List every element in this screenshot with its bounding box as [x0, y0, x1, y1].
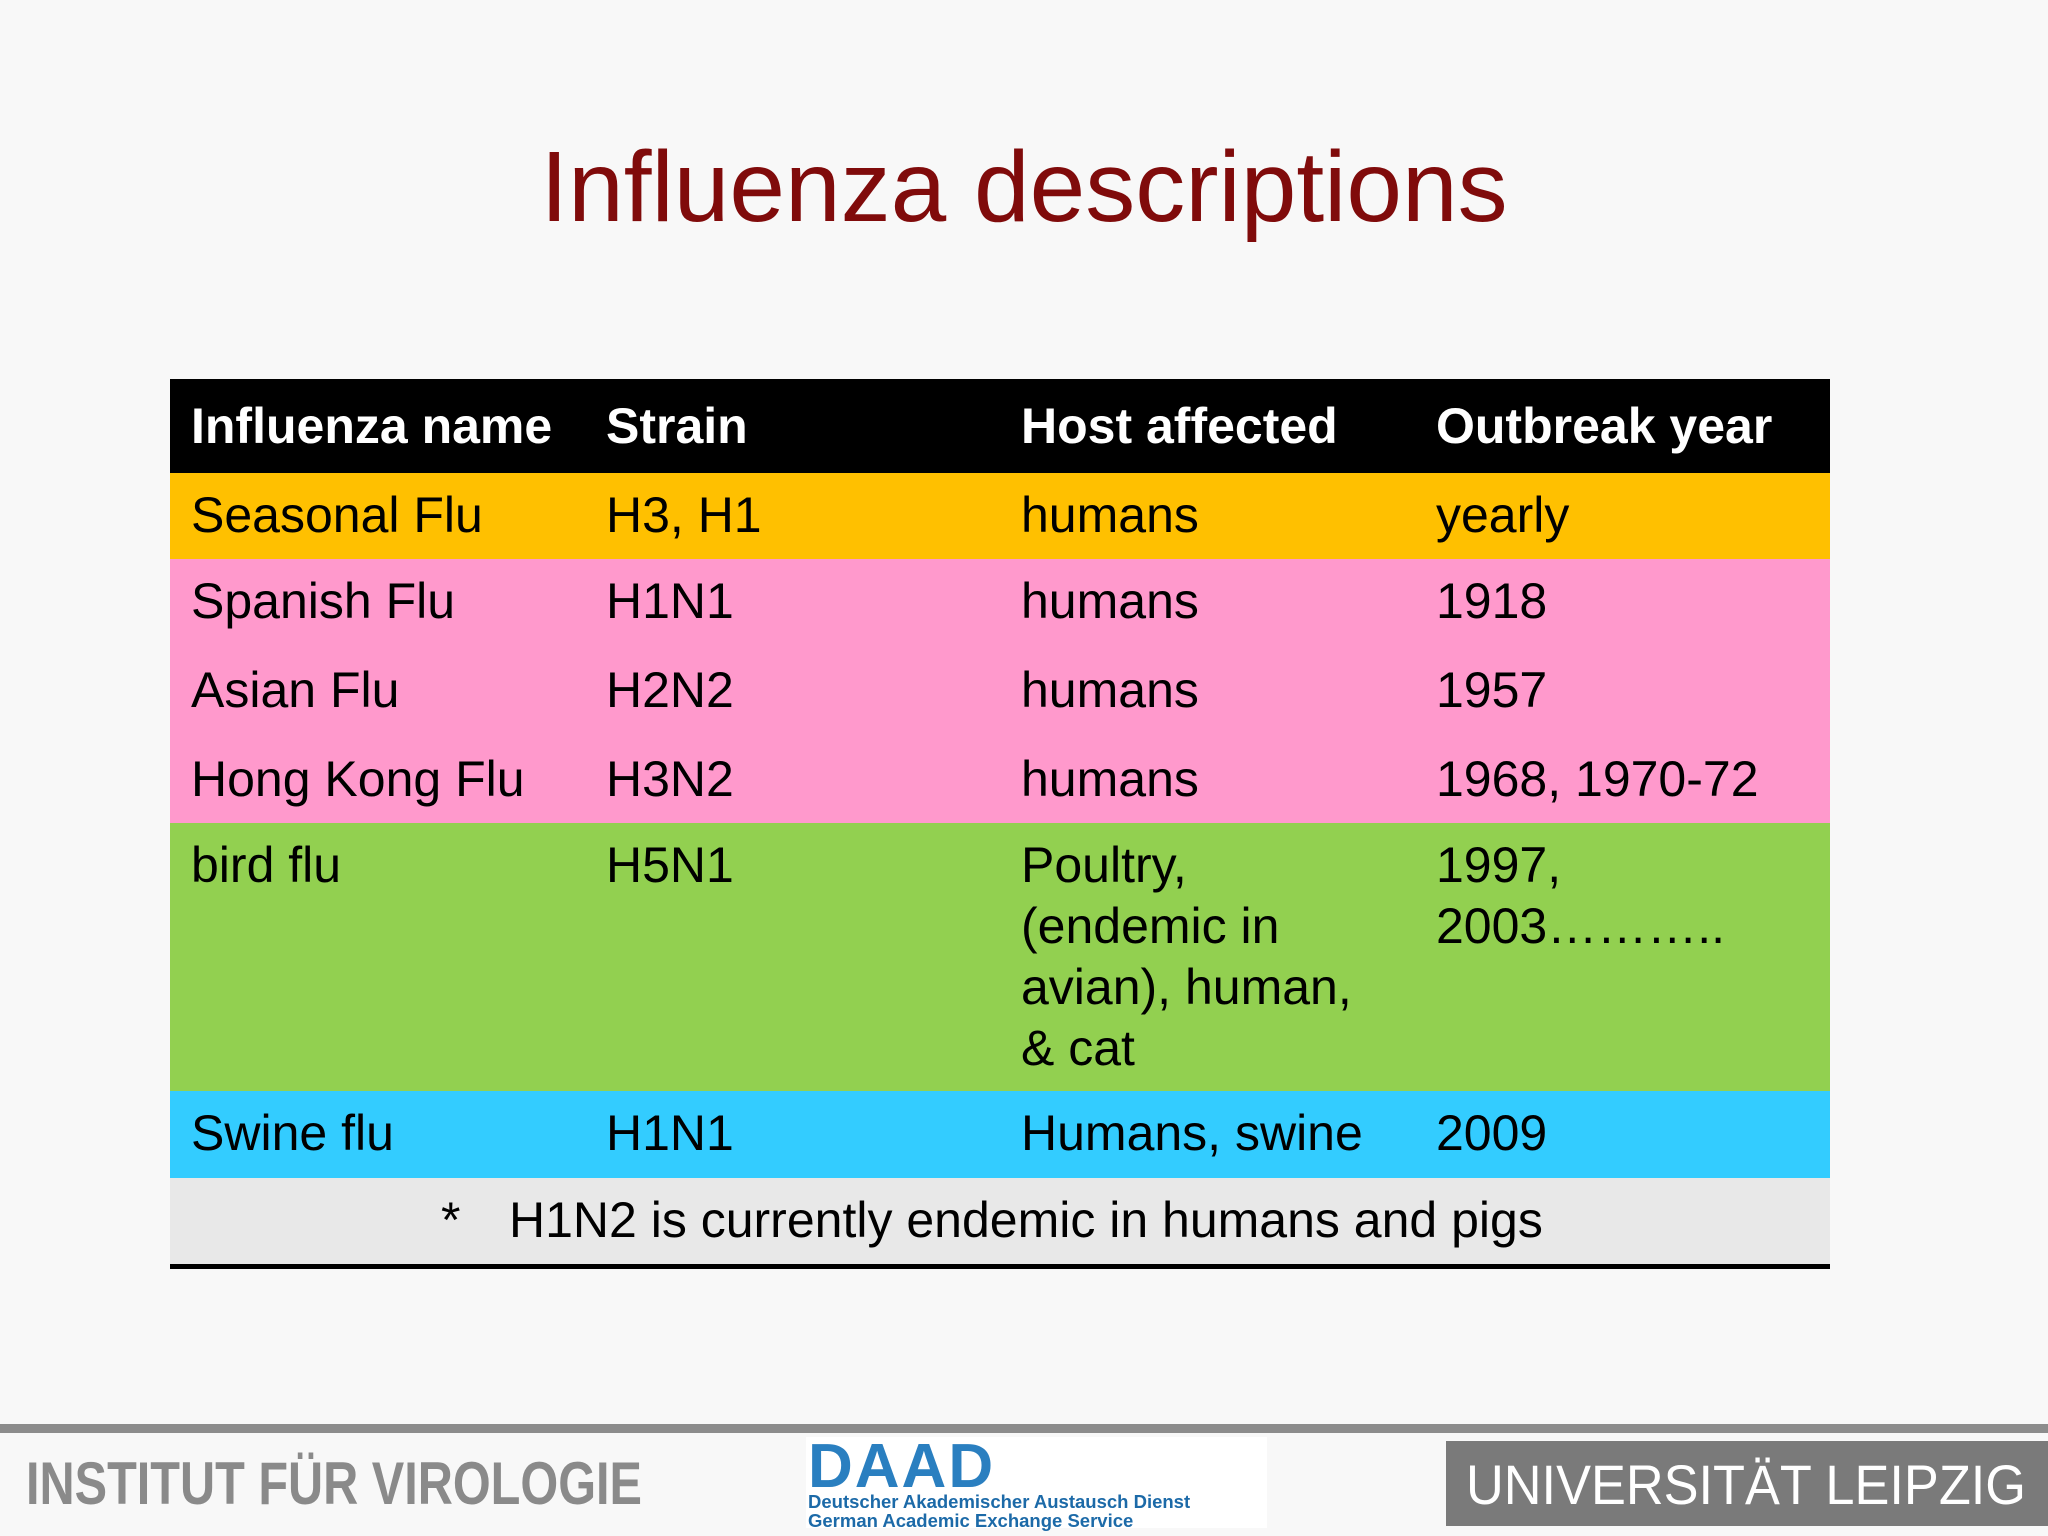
daad-line-2: German Academic Exchange Service — [808, 1510, 1134, 1531]
table-cell: humans — [1021, 487, 1199, 543]
table-cell: H3N2 — [606, 751, 734, 807]
table-row: Seasonal Flu H3, H1 humans yearly — [170, 473, 1830, 559]
table-cell: Asian Flu — [191, 662, 400, 718]
table-row: bird flu H5N1 Poultry, (endemic in avian),… — [170, 823, 1830, 1091]
table-cell: Poultry, (endemic in avian), human, & ca… — [1021, 837, 1352, 1076]
table-cell: humans — [1021, 573, 1199, 629]
footnote-text: H1N2 is currently endemic in humans and … — [509, 1192, 1543, 1248]
footer-rule — [0, 1424, 2048, 1433]
header-cell: Outbreak year — [1436, 397, 1773, 454]
university-logo: UNIVERSITÄT LEIPZIG — [1446, 1441, 2048, 1526]
table-row: Spanish Flu H1N1 humans 1918 — [170, 559, 1830, 648]
header-cell: Host affected — [1021, 397, 1338, 454]
footnote-marker: * — [441, 1192, 461, 1248]
header-cell: Strain — [606, 397, 748, 454]
table-cell: Seasonal Flu — [191, 487, 483, 543]
slide-title: Influenza descriptions — [540, 131, 1508, 243]
table-cell: 1918 — [1436, 573, 1548, 629]
table-cell: H5N1 — [606, 837, 734, 893]
daad-line-1: Deutscher Akademischer Austausch Dienst — [808, 1491, 1191, 1512]
table-row: Hong Kong Flu H3N2 humans 1968, 1970-72 — [170, 737, 1830, 823]
header-row: Influenza name Strain Host affected Outbrea… — [170, 379, 1830, 473]
table-cell: H1N1 — [606, 573, 734, 629]
table-cell: 1968, 1970-72 — [1436, 751, 1759, 807]
university-logo-text: UNIVERSITÄT LEIPZIG — [1466, 1453, 2026, 1516]
table-cell: humans — [1021, 662, 1199, 718]
table-row: Asian Flu H2N2 humans 1957 — [170, 648, 1830, 737]
footnote-row: * H1N2 is currently endemic in humans an… — [170, 1178, 1830, 1269]
table-cell: 1997, 2003……….. — [1436, 837, 1726, 954]
table-cell: Hong Kong Flu — [191, 751, 525, 807]
table-row: Swine flu H1N1 Humans, swine 2009 — [170, 1091, 1830, 1178]
daad-name: DAAD — [808, 1432, 996, 1501]
table-cell: H1N1 — [606, 1105, 734, 1161]
header-cell: Influenza name — [191, 397, 553, 454]
table-cell: humans — [1021, 751, 1199, 807]
table: Influenza name Strain Host affected Outbrea… — [170, 379, 1830, 1269]
daad-logo: DAAD Deutscher Akademischer Austausch Di… — [806, 1432, 1267, 1531]
institute-logo: INSTITUT FÜR VIROLOGIE — [26, 1450, 642, 1517]
table-cell: 2009 — [1436, 1105, 1548, 1161]
table-body: Seasonal Flu H3, H1 humans yearly Spanish Fl… — [170, 473, 1830, 1178]
university-name: UNIVERSITÄT LEIPZIG — [1466, 1453, 2026, 1516]
table-cell: Spanish Flu — [191, 573, 456, 629]
institute-name: INSTITUT FÜR VIROLOGIE — [26, 1450, 642, 1517]
table-cell: H2N2 — [606, 662, 734, 718]
table-cell: 1957 — [1436, 662, 1548, 718]
table-cell: bird flu — [191, 837, 342, 893]
table-cell: Swine flu — [191, 1105, 394, 1161]
table-cell: H3, H1 — [606, 487, 762, 543]
table-cell: Humans, swine — [1021, 1105, 1363, 1161]
table-cell: yearly — [1436, 487, 1570, 543]
